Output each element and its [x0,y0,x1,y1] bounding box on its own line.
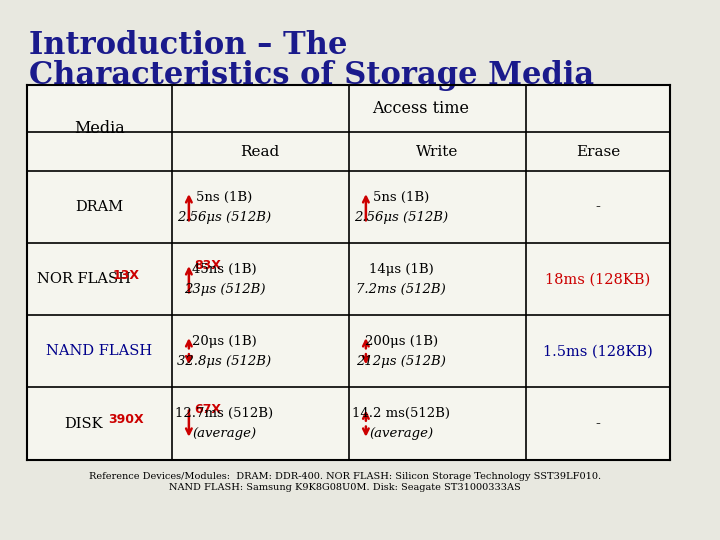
Text: 13X: 13X [112,269,140,282]
Text: 1.5ms (128KB): 1.5ms (128KB) [543,345,653,358]
Text: Read: Read [240,145,280,159]
Text: Media: Media [74,120,125,137]
Text: 45ns (1B): 45ns (1B) [192,263,256,276]
Text: Access time: Access time [372,100,469,117]
Text: 83X: 83X [194,259,222,272]
Text: 2.56μs (512B): 2.56μs (512B) [177,211,271,224]
Text: 14μs (1B): 14μs (1B) [369,263,433,276]
Text: 12.7ms (512B): 12.7ms (512B) [175,407,274,420]
Text: -: - [595,417,600,430]
Text: 20μs (1B): 20μs (1B) [192,335,257,348]
Text: Reference Devices/Modules:  DRAM: DDR-400. NOR FLASH: Silicon Storage Technology: Reference Devices/Modules: DRAM: DDR-400… [89,472,601,481]
Polygon shape [27,85,670,460]
Text: 14.2 ms(512B): 14.2 ms(512B) [352,407,450,420]
Text: 5ns (1B): 5ns (1B) [373,191,429,204]
Text: -: - [595,200,600,214]
Text: (average): (average) [369,427,433,440]
Text: 200μs (1B): 200μs (1B) [365,335,438,348]
Text: NAND FLASH: Samsung K9K8G08U0M. Disk: Seagate ST31000333AS: NAND FLASH: Samsung K9K8G08U0M. Disk: Se… [169,483,521,492]
Text: 18ms (128KB): 18ms (128KB) [546,272,651,286]
Text: Characteristics of Storage Media: Characteristics of Storage Media [29,60,594,91]
Text: 23μs (512B): 23μs (512B) [184,283,265,296]
Text: 5ns (1B): 5ns (1B) [196,191,253,204]
Text: NOR FLASH: NOR FLASH [37,272,131,286]
Text: NAND FLASH: NAND FLASH [46,345,153,358]
Text: 7.2ms (512B): 7.2ms (512B) [356,283,446,296]
Text: 67X: 67X [194,403,222,416]
Text: Introduction – The: Introduction – The [29,30,347,61]
Text: (average): (average) [192,427,256,440]
Text: 2.56μs (512B): 2.56μs (512B) [354,211,449,224]
Text: DRAM: DRAM [75,200,123,214]
Text: 212μs (512B): 212μs (512B) [356,355,446,368]
Text: Erase: Erase [576,145,620,159]
Text: DISK: DISK [65,417,103,430]
Text: 32.8μs (512B): 32.8μs (512B) [177,355,271,368]
Text: Write: Write [416,145,459,159]
Text: 390X: 390X [108,413,144,426]
